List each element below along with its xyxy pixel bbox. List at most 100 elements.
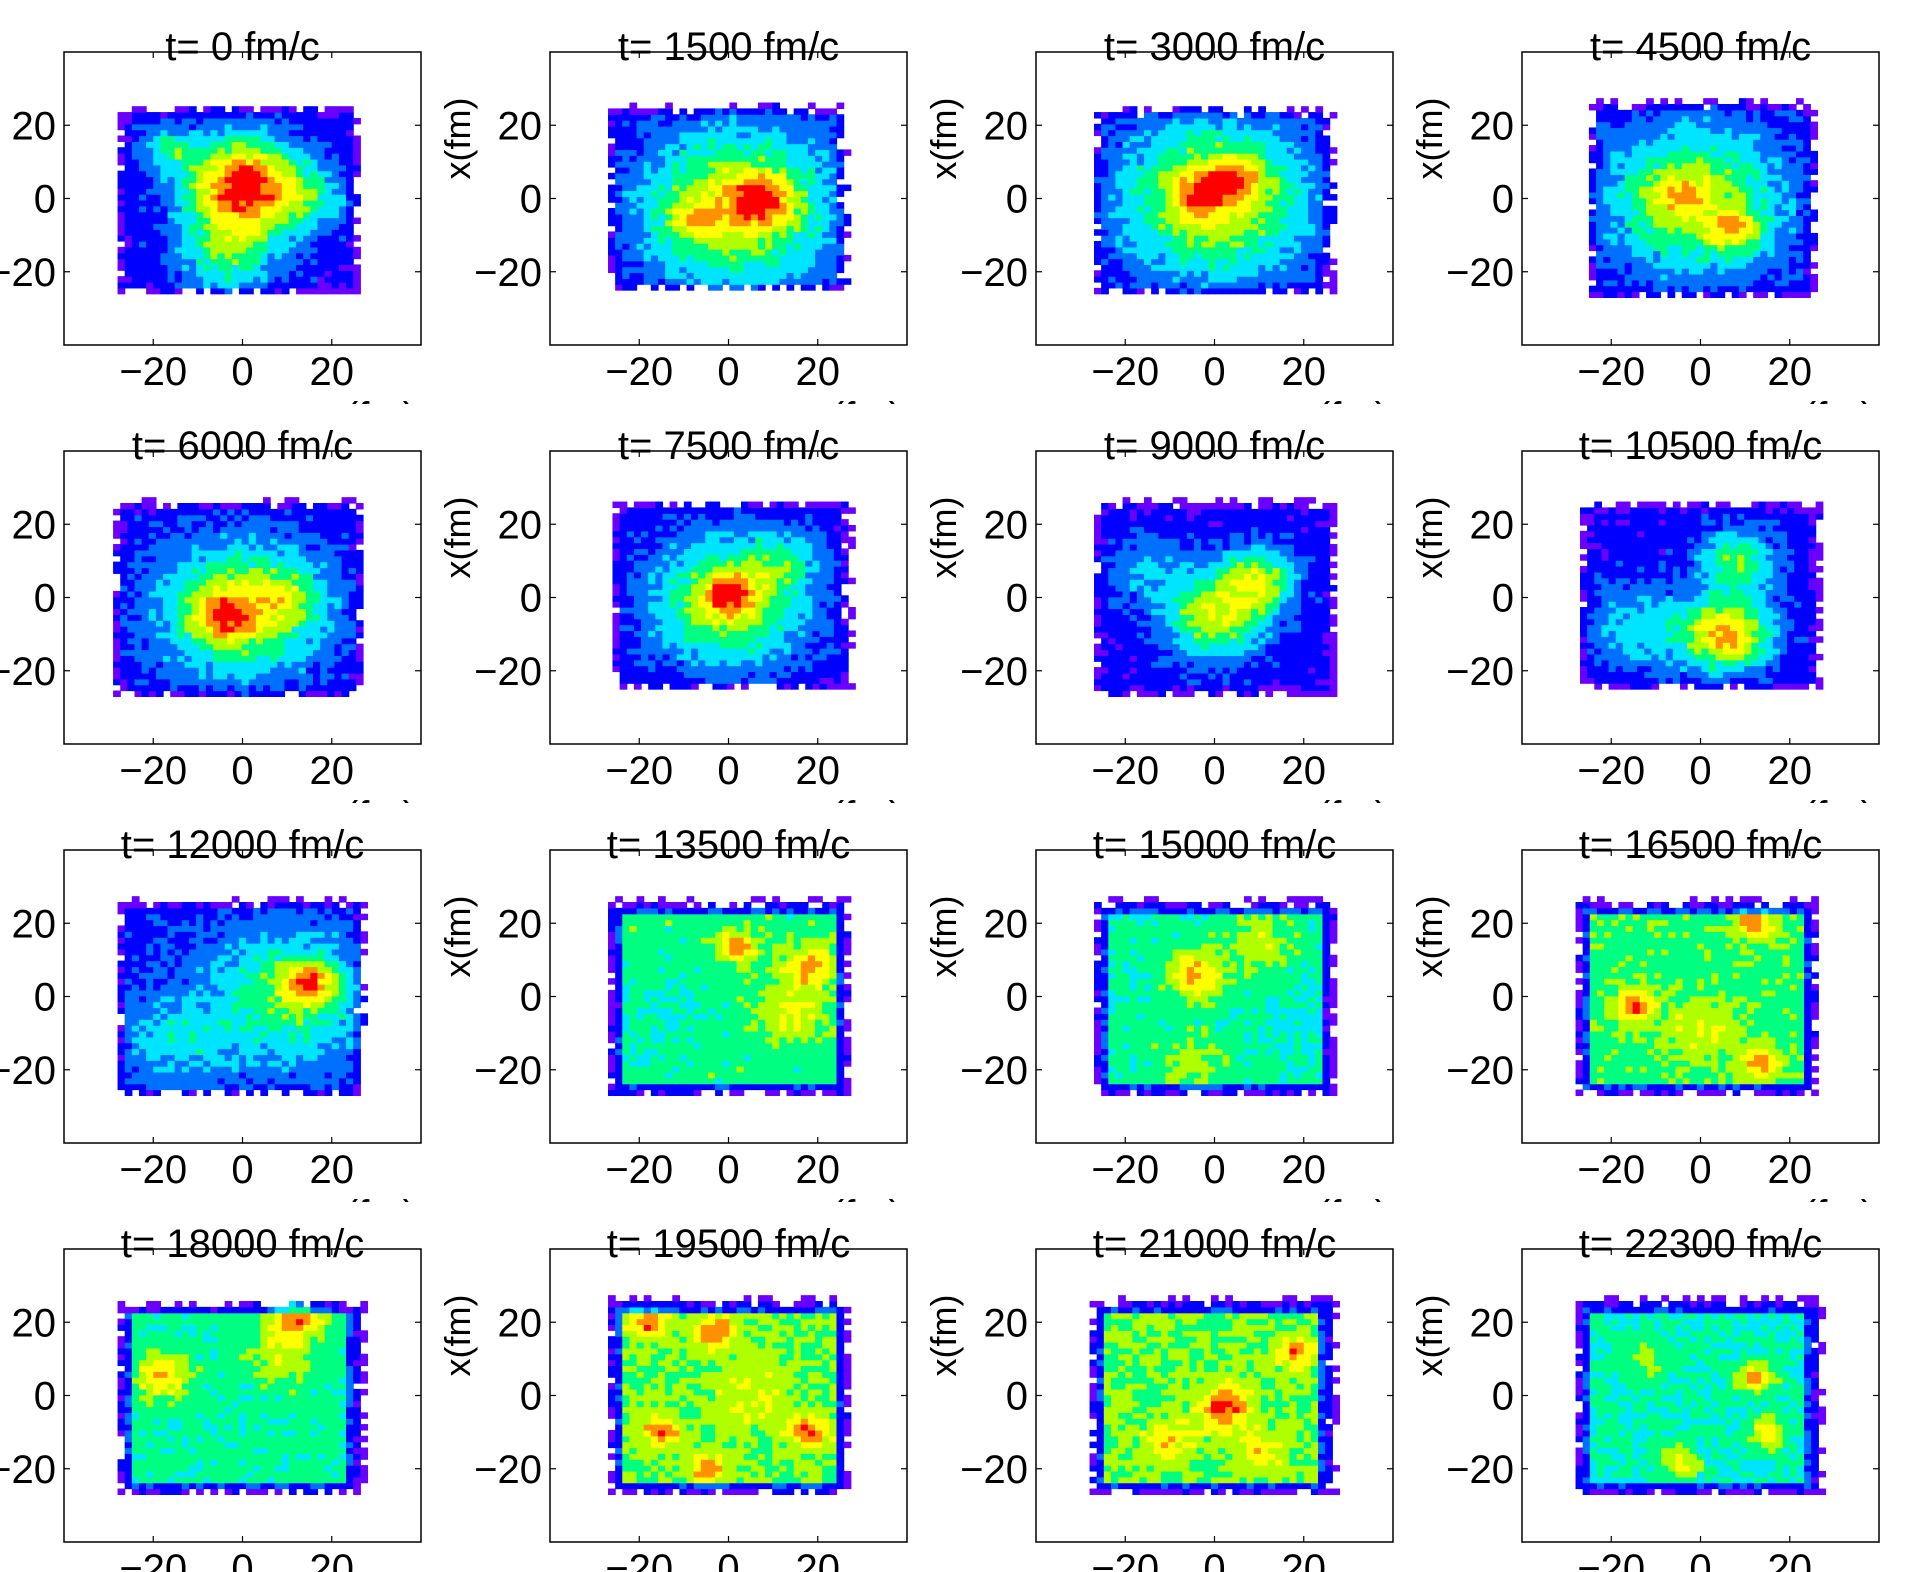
density-cell-4167 [120, 549, 128, 557]
density-cell-3629 [1703, 145, 1711, 152]
density-cell-1993 [822, 108, 830, 115]
density-cell-953 [331, 182, 340, 189]
density-cell-2433 [1179, 223, 1188, 230]
density-cell-4883 [277, 596, 286, 604]
density-cell-586 [246, 112, 254, 119]
density-cell-4040 [1796, 256, 1804, 263]
density-cell-2266 [1136, 117, 1145, 125]
density-cell-3884 [1760, 203, 1769, 211]
density-cell-4495 [191, 549, 200, 557]
density-cell-4384 [170, 626, 178, 633]
density-cell-4434 [177, 520, 186, 528]
density-cell-129 [146, 223, 154, 230]
density-cell-1679 [750, 143, 759, 151]
density-cell-1837 [786, 131, 795, 139]
density-cell-3718 [1724, 203, 1733, 211]
density-cell-4199 [127, 549, 136, 557]
density-cell-837 [303, 117, 311, 125]
density-cell-4272 [141, 508, 150, 516]
density-cell-2587 [1215, 252, 1224, 260]
density-cell-4705 [241, 672, 250, 680]
density-cell-2282 [1143, 194, 1152, 201]
density-cell-827 [303, 176, 311, 183]
density-cell-3661 [1710, 150, 1719, 158]
density-cell-2365 [1165, 252, 1174, 260]
density-cell-2214 [1129, 235, 1138, 242]
density-cell-4264 [141, 555, 150, 563]
density-cell-4581 [213, 626, 221, 633]
density-cell-657 [267, 246, 276, 254]
density-cell-796 [296, 176, 304, 183]
density-cell-4758 [248, 555, 257, 563]
density-cell-4013 [1788, 221, 1797, 228]
density-cell-1688 [757, 272, 766, 279]
density-cell-942 [331, 246, 340, 254]
density-cell-3859 [1753, 156, 1761, 164]
density-cell-632 [260, 205, 269, 213]
density-cell-3892 [1760, 156, 1769, 164]
density-cell-1247 [650, 167, 659, 174]
density-cell-2426 [1179, 264, 1188, 271]
density-cell-441 [217, 223, 226, 230]
density-cell-1233 [650, 249, 659, 256]
density-cell-2089 [1101, 246, 1109, 254]
density-cell-4608 [220, 661, 228, 668]
density-cell-1677 [750, 155, 759, 162]
density-cell-4205 [127, 514, 136, 522]
density-cell-146 [146, 123, 154, 131]
density-cell-304 [181, 106, 190, 113]
density-cell-3200 [1610, 156, 1619, 164]
density-cell-4669 [234, 690, 243, 697]
density-cell-1523 [715, 155, 723, 162]
density-cell-3684 [1717, 215, 1726, 222]
density-cell-1047 [353, 141, 361, 148]
density-cell-315 [188, 223, 197, 230]
density-cell-3876 [1760, 250, 1769, 257]
density-cell-3543 [1688, 268, 1697, 275]
density-cell-4460 [184, 561, 193, 569]
density-cell-2425 [1179, 270, 1188, 277]
density-cell-3076 [1329, 258, 1338, 266]
density-cell-4704 [241, 678, 250, 686]
density-cell-3897 [1760, 127, 1769, 134]
density-cell-4372 [163, 503, 171, 510]
density-cell-3297 [1631, 162, 1640, 170]
density-cell-1968 [822, 254, 830, 262]
density-cell-1307 [665, 172, 673, 180]
density-cell-4134 [113, 596, 121, 604]
density-cell-3064 [1322, 164, 1331, 172]
density-cell-4263 [141, 561, 150, 569]
density-cell-221 [167, 229, 176, 236]
density-cell-735 [281, 164, 290, 172]
density-cell-4154 [120, 626, 128, 633]
density-cell-70 [131, 199, 140, 207]
density-cell-4270 [141, 520, 150, 528]
density-cell-2824 [1265, 141, 1274, 148]
density-cell-1868 [793, 120, 802, 127]
density-cell-2254 [1136, 188, 1145, 195]
density-cell-2842 [1272, 217, 1281, 224]
density-cell-3548 [1688, 238, 1697, 246]
density-cell-3449 [1667, 238, 1676, 246]
density-cell-2871 [1279, 229, 1288, 236]
density-cell-5 [117, 252, 126, 260]
density-cell-1235 [650, 237, 659, 244]
density-cell-4721 [241, 579, 250, 586]
density-cell-2031 [836, 243, 845, 250]
density-cell-4343 [163, 672, 171, 680]
density-cell-1072 [608, 108, 616, 115]
density-cell-1366 [679, 184, 688, 192]
density-cell-4696 [234, 532, 243, 539]
density-cell-2070 [1094, 194, 1102, 201]
density-cell-4481 [191, 631, 200, 639]
density-cell-2265 [1136, 123, 1145, 131]
density-cell-1981 [822, 178, 830, 186]
density-cell-3906 [1767, 268, 1776, 275]
density-cell-3762 [1731, 139, 1740, 146]
density-cell-1625 [743, 278, 752, 285]
density-cell-4422 [177, 590, 186, 598]
density-cell-4694 [234, 544, 243, 551]
density-cell-2309 [1151, 223, 1159, 230]
density-cell-2383 [1165, 147, 1174, 154]
density-cell-3308 [1638, 285, 1647, 293]
